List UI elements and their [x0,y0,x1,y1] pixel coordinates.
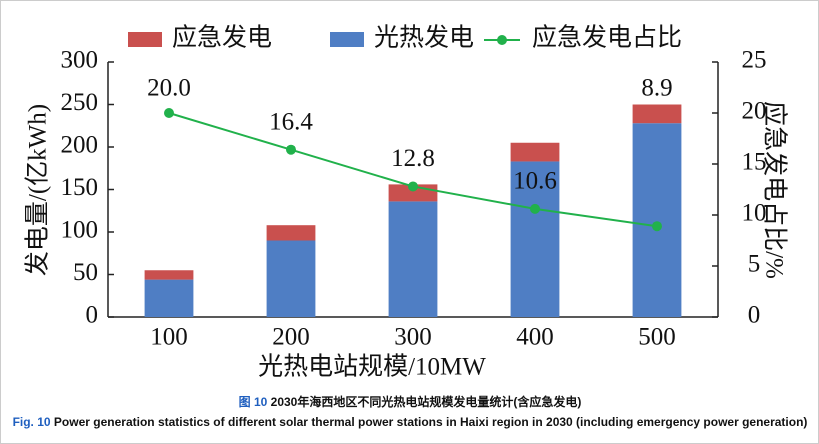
line-point [408,181,418,192]
y-tick-label: 200 [61,132,99,159]
y-tick-label: 0 [86,302,99,329]
y-tick-label: 50 [73,259,98,286]
line-point [286,144,296,155]
data-label: 20.0 [147,75,191,102]
line-point [652,221,662,232]
y2-tick-label: 10 [742,200,767,227]
y-tick-label: 150 [61,174,99,201]
bar [144,270,194,280]
caption-en-label: Fig. 10 [13,415,51,429]
bar [144,279,194,317]
y-axis-label: 发电量/(亿kWh) [24,104,52,276]
caption-en-text: Power generation statistics of different… [54,415,808,429]
y-tick-label: 250 [61,89,99,116]
data-label: 10.6 [513,168,557,195]
data-label: 12.8 [391,145,435,172]
data-label: 8.9 [641,75,672,102]
data-label: 16.4 [269,108,313,135]
bar [266,225,316,241]
bar [632,104,682,124]
line-point [530,203,540,214]
bar [266,240,316,317]
line-point [164,108,174,118]
y-tick-label: 100 [61,217,99,244]
caption-cn-text: 2030年海西地区不同光热电站规模发电量统计(含应急发电) [271,394,582,409]
y-tick-label: 300 [61,47,99,74]
y2-tick-label: 20 [742,98,767,125]
x-tick-label: 300 [394,324,432,351]
caption-cn-label: 图 10 [239,395,268,409]
y2-tick-label: 0 [748,302,761,329]
legend-swatch [128,32,162,47]
x-tick-label: 100 [150,324,188,351]
legend-label: 应急发电 [172,24,272,52]
bar [632,123,682,317]
legend-swatch [497,35,507,45]
x-tick-label: 500 [638,324,676,351]
y2-tick-label: 15 [742,149,767,176]
x-tick-label: 400 [516,324,554,351]
bar [510,161,560,317]
x-tick-label: 200 [272,324,310,351]
caption-cn: 图 10 2030年海西地区不同光热电站规模发电量统计(含应急发电) [239,394,582,409]
y2-tick-label: 25 [742,47,767,74]
y2-axis-label: 应急发电占比/% [760,101,788,279]
x-axis-label: 光热电站规模/10MW [258,353,486,381]
legend-swatch [330,32,364,47]
legend-label: 光热发电 [374,24,474,52]
caption-en: Fig. 10 Power generation statistics of d… [13,415,808,429]
y2-tick-label: 5 [748,251,761,278]
bar [388,201,438,317]
bar [510,142,560,162]
legend-label: 应急发电占比 [532,24,682,52]
